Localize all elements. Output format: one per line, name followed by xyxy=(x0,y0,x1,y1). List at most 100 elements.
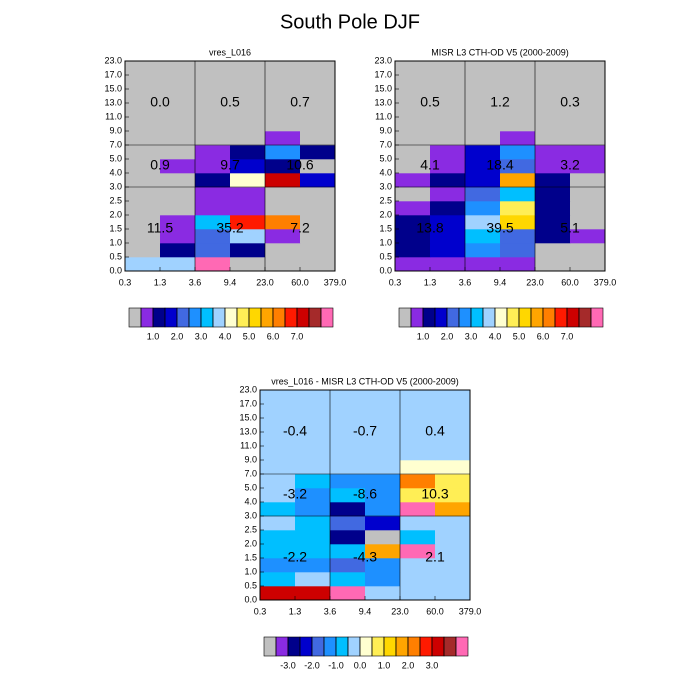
cell xyxy=(300,75,336,90)
cell xyxy=(230,159,266,174)
cell xyxy=(465,173,501,188)
cell xyxy=(365,474,401,489)
cell xyxy=(535,187,571,202)
cell xyxy=(435,446,471,461)
cell xyxy=(260,446,296,461)
cell xyxy=(195,117,231,132)
cell xyxy=(465,61,501,76)
cell xyxy=(295,446,331,461)
y-tick-label: 13.0 xyxy=(104,97,122,107)
cell xyxy=(260,530,296,545)
cell xyxy=(300,159,336,174)
y-tick-label: 7.0 xyxy=(109,139,122,149)
cell xyxy=(395,145,431,160)
cell xyxy=(230,145,266,160)
cell xyxy=(195,61,231,76)
colorbar-box xyxy=(590,307,604,328)
cell xyxy=(195,103,231,118)
y-tick-label: 0.5 xyxy=(379,251,392,261)
colorbar-tick-label: 2.0 xyxy=(171,331,184,341)
cell xyxy=(365,586,401,601)
cell xyxy=(160,243,196,258)
cell xyxy=(295,404,331,419)
cell xyxy=(160,159,196,174)
cell xyxy=(400,558,436,573)
x-tick-label: 3.6 xyxy=(189,277,202,287)
cell xyxy=(395,215,431,230)
cell xyxy=(330,474,366,489)
colorbar-box xyxy=(347,636,361,657)
y-tick-label: 23.0 xyxy=(239,384,257,394)
cell xyxy=(395,103,431,118)
cell xyxy=(330,558,366,573)
cell xyxy=(430,75,466,90)
cell xyxy=(125,243,161,258)
cell xyxy=(500,173,536,188)
cell xyxy=(465,103,501,118)
cell xyxy=(125,257,161,272)
colorbar-tick-label: 1.0 xyxy=(147,331,160,341)
cell xyxy=(400,432,436,447)
x-tick-label: 9.4 xyxy=(359,606,372,616)
cell xyxy=(125,215,161,230)
cell xyxy=(430,89,466,104)
cell xyxy=(330,572,366,587)
cell xyxy=(300,89,336,104)
box-label: -0.4 xyxy=(283,423,307,439)
cell xyxy=(465,243,501,258)
y-tick-label: 4.0 xyxy=(379,167,392,177)
cell xyxy=(125,103,161,118)
cell xyxy=(195,75,231,90)
colorbar-tick-label: 2.0 xyxy=(441,331,454,341)
cell xyxy=(400,474,436,489)
cell xyxy=(160,201,196,216)
cell xyxy=(395,257,431,272)
cell xyxy=(395,75,431,90)
cell xyxy=(430,187,466,202)
cell xyxy=(570,117,606,132)
cell xyxy=(300,243,336,258)
colorbar-box xyxy=(296,307,310,328)
cell xyxy=(230,243,266,258)
cell xyxy=(265,257,301,272)
cell xyxy=(430,131,466,146)
colorbar-box xyxy=(506,307,520,328)
cell xyxy=(330,446,366,461)
cell xyxy=(400,544,436,559)
cell xyxy=(365,502,401,517)
cell xyxy=(400,516,436,531)
cell xyxy=(395,187,431,202)
cell xyxy=(260,558,296,573)
y-tick-label: 0.0 xyxy=(244,594,257,604)
cell xyxy=(125,89,161,104)
cell xyxy=(330,432,366,447)
cell xyxy=(330,544,366,559)
cell xyxy=(570,257,606,272)
cell xyxy=(430,103,466,118)
cell xyxy=(295,558,331,573)
cell xyxy=(300,61,336,76)
cell xyxy=(265,75,301,90)
colorbar-tick-label: 7.0 xyxy=(291,331,304,341)
box-label: 5.1 xyxy=(560,220,580,236)
colorbar-box xyxy=(566,307,580,328)
cell xyxy=(570,159,606,174)
colorbar-box xyxy=(335,636,349,657)
cell xyxy=(295,544,331,559)
box-label: 0.5 xyxy=(420,94,440,110)
cell xyxy=(365,460,401,475)
cell xyxy=(265,117,301,132)
x-tick-label: 9.4 xyxy=(224,277,237,287)
cell xyxy=(265,201,301,216)
colorbar-box xyxy=(434,307,448,328)
cell xyxy=(395,159,431,174)
cell xyxy=(260,390,296,405)
cell xyxy=(365,418,401,433)
y-tick-label: 15.0 xyxy=(239,412,257,422)
cell xyxy=(430,173,466,188)
colorbar-box xyxy=(458,307,472,328)
cell xyxy=(465,75,501,90)
cell xyxy=(435,558,471,573)
cell xyxy=(125,75,161,90)
cell xyxy=(195,201,231,216)
